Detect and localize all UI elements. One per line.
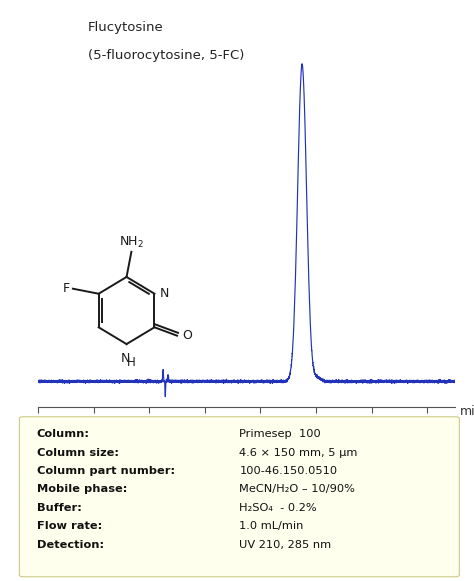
Text: Primesep  100: Primesep 100 (239, 429, 321, 439)
Text: O: O (182, 329, 192, 342)
Text: NH$_2$: NH$_2$ (119, 235, 144, 250)
Text: F: F (63, 282, 70, 295)
Text: Column part number:: Column part number: (36, 466, 175, 476)
Text: Column:: Column: (36, 429, 90, 439)
Text: MeCN/H₂O – 10/90%: MeCN/H₂O – 10/90% (239, 485, 355, 494)
Text: H: H (127, 356, 136, 369)
FancyBboxPatch shape (19, 417, 459, 577)
Text: UV 210, 285 nm: UV 210, 285 nm (239, 540, 331, 550)
Text: N: N (160, 287, 170, 300)
Text: Buffer:: Buffer: (36, 503, 82, 513)
Text: 100-46.150.0510: 100-46.150.0510 (239, 466, 337, 476)
Text: Detection:: Detection: (36, 540, 104, 550)
Text: N: N (120, 352, 129, 365)
Text: Flow rate:: Flow rate: (36, 521, 102, 531)
Text: (5-fluorocytosine, 5-FC): (5-fluorocytosine, 5-FC) (88, 49, 245, 62)
Text: min: min (459, 405, 474, 418)
Text: Mobile phase:: Mobile phase: (36, 485, 127, 494)
Text: H₂SO₄  - 0.2%: H₂SO₄ - 0.2% (239, 503, 317, 513)
Text: Column size:: Column size: (36, 448, 118, 458)
Text: 4.6 × 150 mm, 5 μm: 4.6 × 150 mm, 5 μm (239, 448, 358, 458)
Text: Flucytosine: Flucytosine (88, 21, 164, 34)
Text: 1.0 mL/min: 1.0 mL/min (239, 521, 304, 531)
